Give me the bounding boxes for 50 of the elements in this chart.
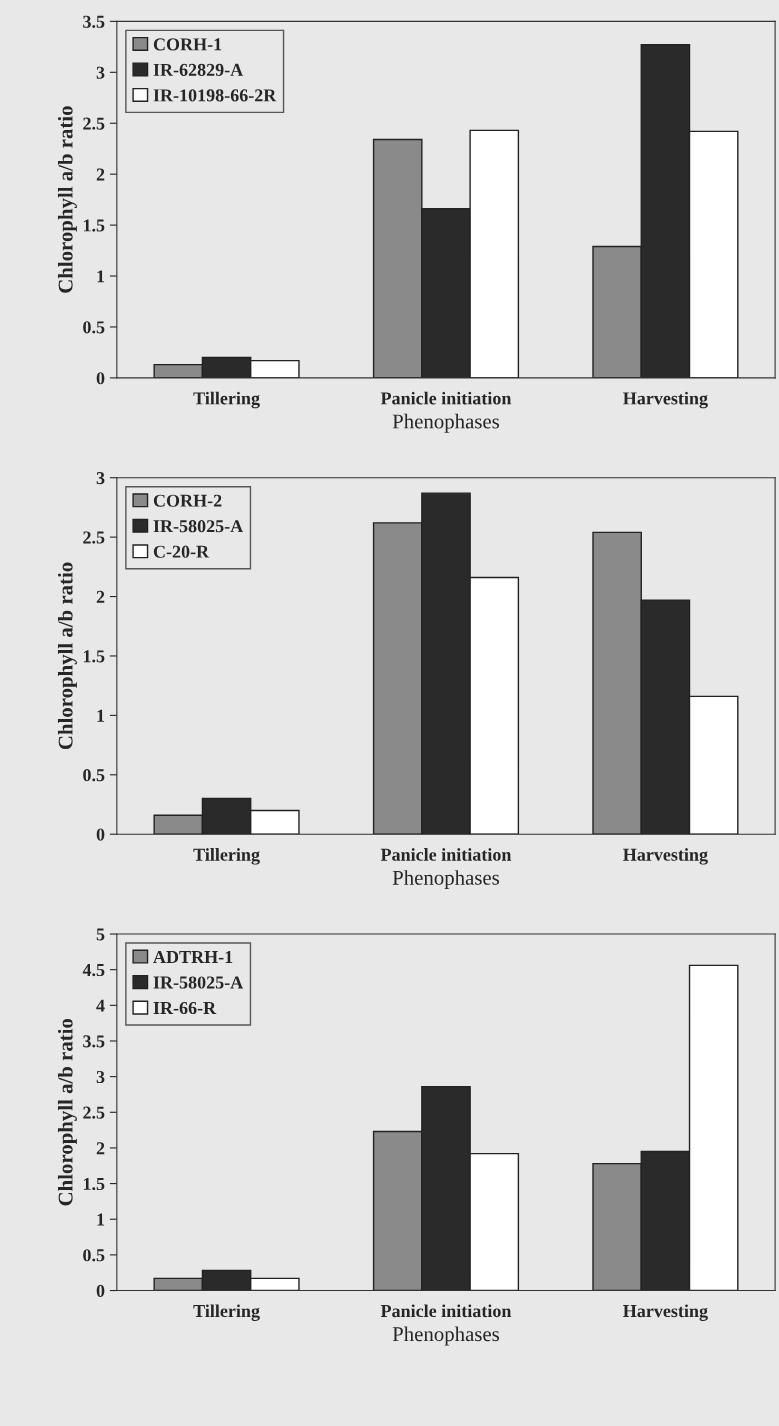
y-tick-label: 2.5 (83, 117, 105, 130)
y-axis-title: Chlorophyll a/b ratio (57, 562, 77, 750)
legend-label: IR-62829-A (153, 63, 244, 76)
x-tick-label: Tillering (193, 848, 260, 865)
y-tick-label: 3.5 (83, 15, 105, 28)
y-tick-label: 0.5 (83, 321, 105, 334)
y-tick-label: 1 (97, 709, 105, 722)
y-tick-label: 2 (96, 1142, 105, 1155)
legend-label: ADTRH-1 (153, 951, 233, 963)
x-tick-label: Panicle initiation (380, 1304, 512, 1318)
y-tick-label: 4.5 (82, 964, 105, 977)
y-tick-label: 3.5 (83, 1035, 105, 1048)
x-tick-label: Harvesting (623, 1304, 708, 1321)
x-axis-title: Phenophases (392, 870, 500, 890)
x-tick-label: Panicle initiation (380, 391, 512, 405)
legend-label: IR-10198-66-2R (153, 89, 277, 102)
y-tick-label: 4 (96, 999, 105, 1012)
y-tick-label: 2 (96, 168, 105, 181)
x-tick-label: Tillering (193, 391, 260, 409)
y-tick-label: 1 (97, 270, 105, 283)
y-tick-label: 0 (96, 1284, 105, 1297)
y-tick-label: 0.5 (83, 769, 105, 782)
y-tick-label: 0 (96, 372, 105, 385)
legend-label: CORH-2 (153, 494, 222, 507)
y-axis-title: Chlorophyll a/b ratio (57, 106, 77, 293)
legend-label: IR-58025-A (153, 520, 244, 533)
x-tick-label: Panicle initiation (380, 848, 512, 861)
legend-label: IR-66-R (153, 1001, 217, 1015)
x-tick-label: Harvesting (623, 848, 708, 865)
x-axis-title: Phenophases (392, 413, 500, 433)
y-tick-label: 3 (96, 66, 105, 79)
y-tick-label: 1 (97, 1213, 105, 1226)
y-tick-label: 1.5 (83, 219, 105, 232)
y-tick-label: 5 (96, 928, 105, 941)
x-axis-title: Phenophases (392, 1326, 500, 1346)
y-tick-label: 2.5 (83, 1106, 105, 1119)
y-tick-label: 1.5 (83, 1177, 105, 1191)
legend-label: C-20-R (153, 545, 210, 558)
y-tick-label: 0 (96, 828, 105, 841)
legend-label: IR-58025-A (153, 976, 244, 989)
y-tick-label: 2.5 (83, 531, 105, 544)
y-axis-title: Chlorophyll a/b ratio (57, 1018, 77, 1206)
x-tick-label: Tillering (193, 1304, 260, 1321)
y-tick-label: 2 (96, 590, 105, 603)
y-tick-label: 3 (96, 1070, 105, 1084)
x-tick-label: Harvesting (623, 391, 708, 409)
legend-label: CORH-1 (153, 38, 222, 51)
y-tick-label: 3 (96, 472, 105, 485)
y-tick-label: 0.5 (83, 1249, 105, 1262)
y-tick-label: 1.5 (83, 650, 105, 663)
